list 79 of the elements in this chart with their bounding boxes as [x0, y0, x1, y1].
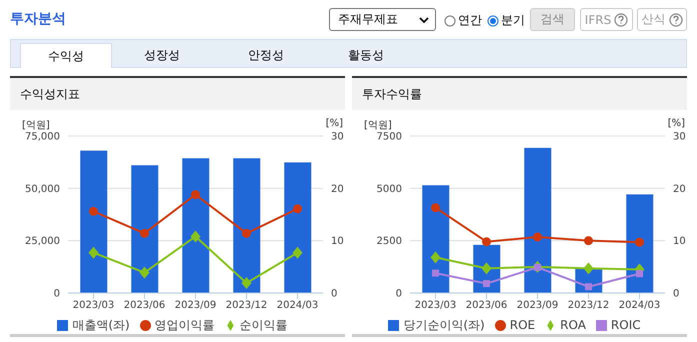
y-axis-title: [억원] — [364, 119, 392, 132]
point — [483, 280, 490, 288]
bar — [284, 162, 312, 293]
y-axis-title: [억원] — [22, 119, 50, 132]
y-tick-label: 7500 — [376, 132, 402, 143]
y2-tick-label: 0 — [673, 288, 680, 300]
bar — [131, 165, 158, 293]
legend-label: 매출액(좌) — [72, 318, 130, 332]
point — [242, 277, 252, 290]
y-tick-label: 75,000 — [25, 132, 60, 143]
bar — [233, 158, 260, 293]
chart-title: 투자수익률 — [352, 76, 687, 110]
y-tick-label: 25,000 — [25, 236, 60, 248]
x-tick-label: 2023/06 — [124, 300, 166, 312]
point — [432, 270, 439, 277]
point — [533, 232, 542, 242]
point — [292, 246, 302, 259]
bar — [182, 158, 210, 293]
text: 산식 — [642, 11, 666, 28]
x-tick-label: 2024/03 — [276, 300, 318, 312]
legend-label: ROA — [560, 318, 586, 332]
point — [140, 228, 149, 238]
y-tick-label: 0 — [54, 288, 60, 300]
bar — [626, 194, 654, 293]
y-tick-label: 0 — [396, 288, 402, 300]
chart-title: 수익성지표 — [10, 76, 345, 110]
point — [482, 237, 491, 246]
x-tick-label: 2024/03 — [618, 300, 660, 312]
x-tick-label: 2023/09 — [516, 300, 558, 312]
text: IFRS — [584, 12, 612, 26]
y2-axis-title: [%] — [668, 118, 685, 129]
text: 연간 — [458, 12, 482, 29]
y2-tick-label: 30 — [673, 132, 686, 143]
y2-axis-title: [%] — [326, 118, 343, 129]
x-tick-label: 2023/09 — [174, 300, 216, 312]
y2-tick-label: 30 — [331, 132, 344, 143]
text: 안정성 — [247, 47, 285, 64]
legend-label: 당기순이익(좌) — [403, 318, 485, 332]
text: 투자분석 — [10, 10, 66, 28]
y2-tick-label: 0 — [331, 288, 338, 300]
text: 수익성 — [20, 43, 112, 68]
point — [635, 238, 644, 247]
point — [140, 266, 150, 279]
y-tick-label: 2500 — [376, 236, 402, 248]
legend-label: 영업이익률 — [154, 318, 215, 332]
bar — [524, 148, 552, 293]
point — [584, 236, 593, 246]
text: 분기 — [501, 12, 525, 29]
legend-label: ROIC — [610, 318, 641, 332]
text: 주재무제표 — [338, 11, 398, 28]
point — [88, 246, 98, 259]
text: 활동성 — [347, 47, 385, 64]
point — [431, 203, 440, 212]
text: 성장성 — [143, 47, 181, 64]
point — [585, 283, 592, 290]
x-tick-label: 2023/03 — [414, 300, 456, 312]
x-tick-label: 2023/12 — [568, 300, 610, 312]
text: 검색 — [530, 8, 575, 31]
x-tick-label: 2023/06 — [466, 300, 508, 312]
y2-tick-label: 10 — [331, 236, 344, 248]
y2-tick-label: 20 — [673, 184, 686, 195]
legend-label: 순이익률 — [240, 318, 288, 332]
point — [293, 204, 302, 214]
y-tick-label: 50,000 — [25, 184, 60, 195]
point — [190, 230, 200, 242]
point — [89, 206, 98, 216]
point — [430, 251, 440, 264]
y2-tick-label: 20 — [331, 184, 344, 195]
bar — [422, 185, 450, 293]
point — [242, 228, 251, 238]
legend-label: ROE — [510, 318, 536, 332]
point — [636, 270, 643, 278]
y-tick-label: 5000 — [376, 184, 402, 195]
x-tick-label: 2023/03 — [72, 300, 114, 312]
point — [191, 190, 200, 200]
bar — [80, 150, 108, 293]
point — [584, 262, 594, 274]
x-tick-label: 2023/12 — [226, 300, 268, 312]
y2-tick-label: 10 — [673, 236, 686, 248]
